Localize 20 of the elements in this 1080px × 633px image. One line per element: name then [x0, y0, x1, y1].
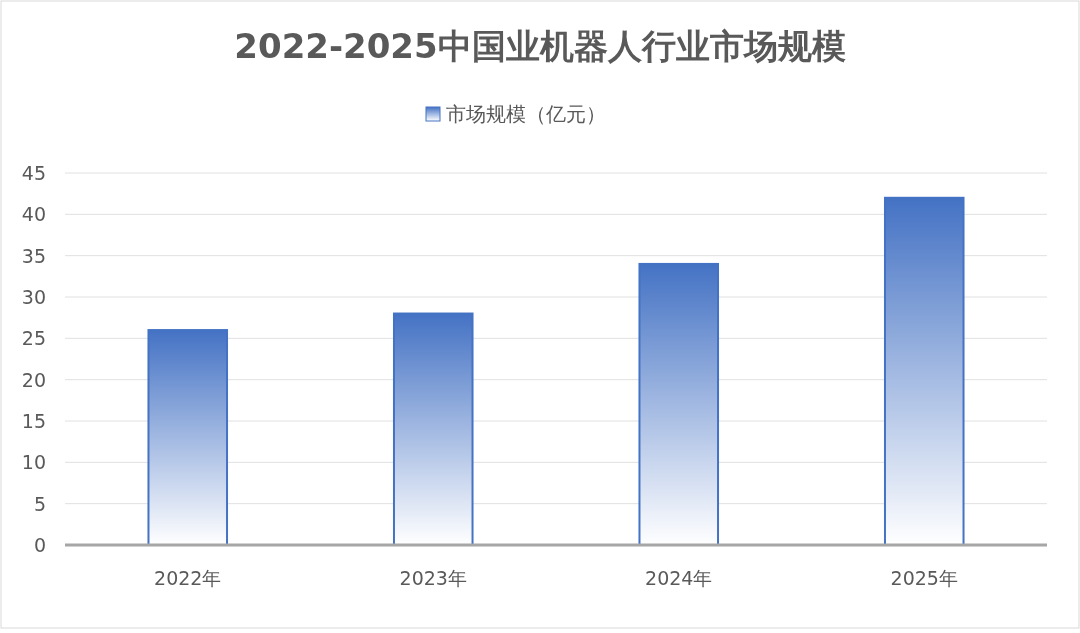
bar	[147, 329, 229, 546]
bar	[638, 262, 720, 546]
y-tick-label: 5	[33, 492, 46, 515]
legend-label: 市场规模（亿元）	[446, 102, 606, 126]
y-tick-label: 35	[21, 244, 46, 267]
y-tick-label: 40	[21, 203, 46, 226]
x-tick-label: 2024年	[645, 567, 713, 589]
y-tick-label: 20	[21, 368, 46, 391]
x-tick-label: 2023年	[399, 567, 467, 589]
y-tick-label: 10	[21, 451, 46, 474]
x-tick-label: 2022年	[154, 567, 222, 589]
y-tick-label: 25	[21, 327, 46, 350]
y-tick-label: 0	[33, 534, 46, 556]
y-tick-label: 15	[21, 410, 46, 432]
bar	[392, 312, 474, 546]
bar	[883, 196, 965, 546]
x-tick-label: 2025年	[890, 567, 958, 589]
chart-title: 2022-2025中国业机器人行业市场规模	[234, 26, 846, 66]
y-tick-label: 30	[21, 286, 46, 308]
y-tick-label: 45	[21, 162, 46, 184]
